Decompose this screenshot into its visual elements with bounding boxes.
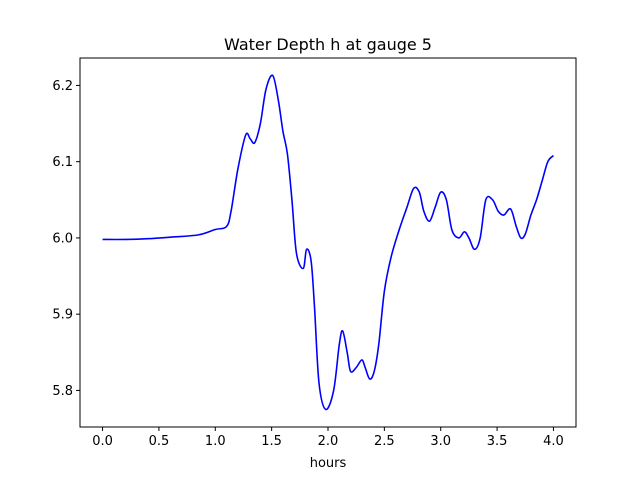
x-tick-label: 4.0 (543, 434, 564, 449)
x-tick-label: 2.0 (318, 434, 339, 449)
chart-title: Water Depth h at gauge 5 (224, 35, 432, 54)
x-tick-label: 1.5 (261, 434, 282, 449)
y-tick-label: 6.0 (52, 231, 73, 246)
x-tick-label: 3.0 (430, 434, 451, 449)
y-tick-label: 6.2 (52, 79, 73, 94)
series-line-0 (102, 74, 555, 411)
x-tick-label: 3.5 (487, 434, 508, 449)
y-tick-label: 5.9 (52, 308, 73, 323)
y-tick-label: 6.1 (52, 155, 73, 170)
x-tick-label: 0.5 (149, 434, 170, 449)
x-tick-label: 1.0 (205, 434, 226, 449)
x-axis-label: hours (310, 456, 347, 471)
y-tick-label: 5.8 (52, 384, 73, 399)
x-tick-label: 2.5 (374, 434, 395, 449)
x-tick-label: 0.0 (92, 434, 113, 449)
plot-area: 0.0 0.5 1.0 1.5 2.0 2.5 3.0 3.5 4.0 5.8 5.9 6.0 6.1 6… (52, 57, 577, 449)
plot-frame (79, 57, 577, 428)
